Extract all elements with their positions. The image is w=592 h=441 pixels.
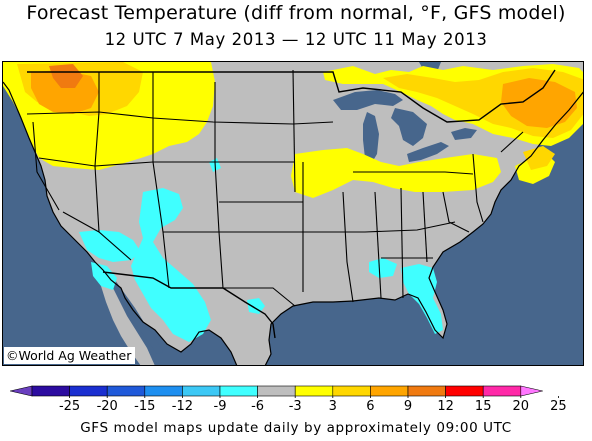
lake-ontario: [451, 128, 477, 140]
legend-label: 3: [329, 399, 337, 414]
legend-swatch: [219, 385, 258, 397]
legend-swatch: [182, 385, 221, 397]
legend-swatch: [294, 385, 334, 397]
coastline: [3, 81, 583, 365]
legend-swatch: [332, 385, 371, 397]
legend-label: 20: [513, 399, 530, 414]
lake-erie: [407, 142, 449, 162]
legend-label: 12: [437, 399, 454, 414]
legend-label: -20: [97, 399, 118, 414]
lake-michigan: [363, 112, 379, 164]
legend-swatch: [69, 385, 108, 397]
legend-label: -9: [214, 399, 227, 414]
legend-label: -3: [289, 399, 302, 414]
cool-anomaly-areas: [79, 158, 443, 342]
legend-swatch: [257, 385, 296, 397]
legend-swatch: [144, 385, 183, 397]
legend-label: 6: [366, 399, 374, 414]
legend-swatches: [10, 385, 543, 397]
state-borders: [26, 69, 524, 307]
lake-superior: [333, 90, 403, 110]
legend-swatch-arrow-min: [10, 385, 33, 397]
country-borders: [27, 69, 556, 339]
legend-swatch-arrow-max: [520, 385, 543, 397]
legend-swatch: [370, 385, 409, 397]
update-note: GFS model maps update daily by approxima…: [80, 420, 512, 436]
legend-swatch: [407, 385, 446, 397]
temperature-anomaly-map: ©World Ag Weather: [2, 61, 584, 366]
legend-labels: -25 -20 -15 -12 -9 -6 -3 3 6 9 12 15 20 25: [59, 396, 567, 414]
map-canvas: [3, 62, 583, 365]
legend-swatch: [445, 385, 484, 397]
legend-swatch: [482, 385, 522, 397]
baja-california: [101, 272, 155, 365]
color-legend: -25 -20 -15 -12 -9 -6 -3 3 6 9 12 15 20 25: [10, 385, 567, 414]
warmer-anomaly-areas: [17, 62, 583, 170]
legend-label: -25: [59, 399, 80, 414]
legend-label: -6: [251, 399, 264, 414]
legend-label: 15: [475, 399, 492, 414]
legend-swatch: [106, 385, 146, 397]
legend-label: -15: [134, 399, 155, 414]
legend-label: 25: [550, 399, 567, 414]
copyright-credit: ©World Ag Weather: [4, 347, 136, 364]
legend-label: 9: [404, 399, 412, 414]
map-title: Forecast Temperature (diff from normal, …: [26, 2, 566, 24]
lake-huron: [391, 108, 427, 146]
legend-label: -12: [172, 399, 193, 414]
forecast-period: 12 UTC 7 May 2013 — 12 UTC 11 May 2013: [104, 30, 488, 49]
legend-swatch: [31, 385, 70, 397]
